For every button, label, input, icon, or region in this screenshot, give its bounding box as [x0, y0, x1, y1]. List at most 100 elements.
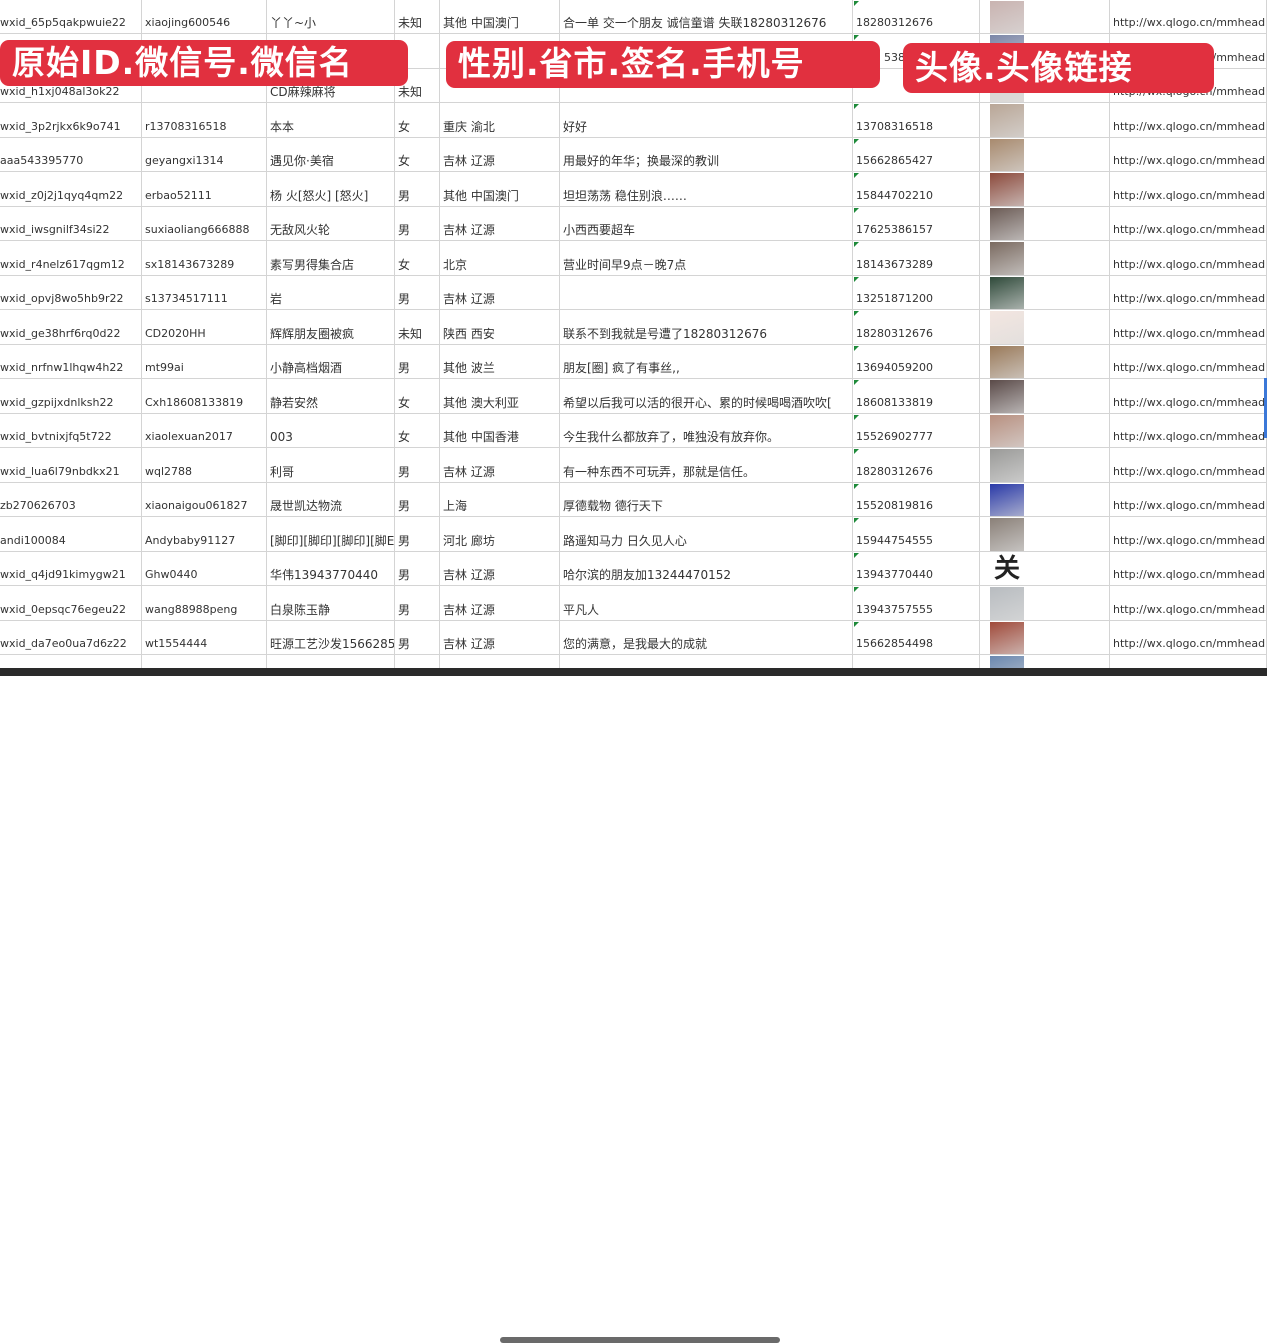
cell-wechat-id[interactable]: xiaonaigou061827 — [142, 482, 267, 516]
cell-wechat-name[interactable]: 小静高档烟酒 — [267, 344, 395, 378]
cell-wechat-id[interactable]: CD2020HH — [142, 310, 267, 344]
cell-avatar[interactable] — [980, 103, 1110, 137]
cell-phone[interactable]: 15526902777 — [853, 413, 980, 447]
cell-avatar[interactable]: 关 — [980, 551, 1110, 585]
cell-gender[interactable]: 男 — [395, 551, 440, 585]
cell-phone[interactable]: 18280312676 — [853, 0, 980, 33]
cell-gender[interactable]: 未知 — [395, 310, 440, 344]
cell-original-id[interactable]: wxid_z0j2j1qyq4qm22 — [0, 172, 142, 206]
cell-avatar-url[interactable]: http://wx.qlogo.cn/mmhead — [1110, 206, 1267, 240]
cell-wechat-id[interactable]: Andybaby91127 — [142, 517, 267, 551]
cell-wechat-id[interactable]: Cxh18608133819 — [142, 379, 267, 413]
cell-avatar[interactable] — [980, 379, 1110, 413]
cell-wechat-id[interactable]: wql2788 — [142, 448, 267, 482]
cell-avatar[interactable] — [980, 482, 1110, 516]
cell-wechat-name[interactable] — [267, 655, 395, 668]
cell-wechat-id[interactable] — [142, 655, 267, 668]
cell-wechat-id[interactable]: xiaojing600546 — [142, 0, 267, 33]
cell-avatar[interactable] — [980, 620, 1110, 654]
cell-avatar[interactable] — [980, 517, 1110, 551]
cell-signature[interactable]: 平凡人 — [560, 586, 853, 620]
cell-avatar-url[interactable]: http://wx.qlogo.cn/mmhead — [1110, 344, 1267, 378]
cell-avatar[interactable] — [980, 275, 1110, 309]
cell-phone[interactable]: 18608133819 — [853, 379, 980, 413]
horizontal-scrollbar[interactable] — [500, 1337, 780, 1343]
cell-gender[interactable]: 女 — [395, 103, 440, 137]
cell-signature[interactable] — [560, 655, 853, 668]
cell-original-id[interactable]: wxid_3p2rjkx6k9o741 — [0, 103, 142, 137]
cell-original-id[interactable]: zb270626703 — [0, 482, 142, 516]
cell-wechat-id[interactable]: s13734517111 — [142, 275, 267, 309]
cell-wechat-name[interactable]: [脚印][脚印][脚印][脚E — [267, 517, 395, 551]
cell-region[interactable]: 其他 波兰 — [440, 344, 560, 378]
cell-wechat-id[interactable]: Ghw0440 — [142, 551, 267, 585]
cell-phone[interactable]: 18280312676 — [853, 310, 980, 344]
cell-phone[interactable]: 13251871200 — [853, 275, 980, 309]
cell-avatar-url[interactable]: http://wx.qlogo.cn/mmhead — [1110, 103, 1267, 137]
cell-signature[interactable]: 哈尔滨的朋友加13244470152 — [560, 551, 853, 585]
cell-signature[interactable]: 路遥知马力 日久见人心 — [560, 517, 853, 551]
cell-wechat-name[interactable]: 岩 — [267, 275, 395, 309]
cell-gender[interactable]: 男 — [395, 172, 440, 206]
cell-avatar[interactable] — [980, 0, 1110, 33]
cell-avatar-url[interactable]: http://wx.qlogo.cn/mmhead — [1110, 448, 1267, 482]
cell-avatar-url[interactable]: http://wx.qlogo.cn/mmhead — [1110, 275, 1267, 309]
cell-wechat-id[interactable]: r13708316518 — [142, 103, 267, 137]
cell-original-id[interactable]: wxid_nrfnw1lhqw4h22 — [0, 344, 142, 378]
cell-wechat-name[interactable]: 无敌风火轮 — [267, 206, 395, 240]
cell-region[interactable]: 吉林 辽源 — [440, 448, 560, 482]
cell-original-id[interactable]: wxid_r4nelz617qgm12 — [0, 241, 142, 275]
cell-avatar[interactable] — [980, 413, 1110, 447]
cell-gender[interactable]: 男 — [395, 275, 440, 309]
cell-wechat-name[interactable]: 华伟13943770440 — [267, 551, 395, 585]
cell-wechat-name[interactable]: 杨 火[怒火] [怒火] — [267, 172, 395, 206]
cell-original-id[interactable]: wxid_iwsgnilf34si22 — [0, 206, 142, 240]
cell-signature[interactable]: 今生我什么都放弃了，唯独没有放弃你。 — [560, 413, 853, 447]
cell-phone[interactable]: 13943770440 — [853, 551, 980, 585]
cell-phone[interactable]: 17625386157 — [853, 206, 980, 240]
cell-wechat-name[interactable]: 静若安然 — [267, 379, 395, 413]
cell-phone[interactable] — [853, 655, 980, 668]
cell-avatar[interactable] — [980, 655, 1110, 668]
cell-avatar-url[interactable]: http://wx.qlogo.cn/mmhead — [1110, 172, 1267, 206]
cell-avatar[interactable] — [980, 586, 1110, 620]
cell-gender[interactable]: 女 — [395, 379, 440, 413]
cell-wechat-name[interactable]: 丫丫~小 — [267, 0, 395, 33]
cell-avatar[interactable] — [980, 344, 1110, 378]
cell-wechat-name[interactable]: 利哥 — [267, 448, 395, 482]
cell-phone[interactable]: 18280312676 — [853, 448, 980, 482]
cell-original-id[interactable]: wxid_gzpijxdnlksh22 — [0, 379, 142, 413]
cell-region[interactable]: 吉林 辽源 — [440, 275, 560, 309]
cell-phone[interactable]: 15662854498 — [853, 620, 980, 654]
cell-gender[interactable]: 女 — [395, 413, 440, 447]
cell-signature[interactable]: 您的满意，是我最大的成就 — [560, 620, 853, 654]
cell-original-id[interactable]: wxid_q4jd91kimygw21 — [0, 551, 142, 585]
cell-original-id[interactable]: wxid_0epsqc76egeu22 — [0, 586, 142, 620]
cell-region[interactable]: 吉林 辽源 — [440, 551, 560, 585]
cell-region[interactable]: 重庆 渝北 — [440, 103, 560, 137]
cell-wechat-name[interactable]: 旺源工艺沙发15662854 — [267, 620, 395, 654]
cell-signature[interactable]: 厚德载物 德行天下 — [560, 482, 853, 516]
cell-wechat-name[interactable]: 遇见你·美宿 — [267, 137, 395, 171]
cell-gender[interactable]: 男 — [395, 620, 440, 654]
cell-avatar-url[interactable] — [1110, 655, 1267, 668]
cell-gender[interactable] — [395, 34, 440, 68]
cell-original-id[interactable]: wxid_65p5qakpwuie22 — [0, 0, 142, 33]
cell-gender[interactable]: 男 — [395, 517, 440, 551]
cell-original-id[interactable]: wxid_opvj8wo5hb9r22 — [0, 275, 142, 309]
cell-avatar-url[interactable]: http://wx.qlogo.cn/mmhead — [1110, 310, 1267, 344]
cell-wechat-id[interactable]: xiaolexuan2017 — [142, 413, 267, 447]
cell-wechat-name[interactable]: 本本 — [267, 103, 395, 137]
cell-region[interactable]: 上海 — [440, 482, 560, 516]
cell-region[interactable]: 其他 澳大利亚 — [440, 379, 560, 413]
cell-wechat-name[interactable]: 晟世凯达物流 — [267, 482, 395, 516]
cell-original-id[interactable]: wxid_ge38hrf6rq0d22 — [0, 310, 142, 344]
cell-region[interactable]: 吉林 辽源 — [440, 586, 560, 620]
cell-phone[interactable]: 15662865427 — [853, 137, 980, 171]
cell-wechat-id[interactable]: erbao52111 — [142, 172, 267, 206]
cell-region[interactable]: 北京 — [440, 241, 560, 275]
cell-region[interactable] — [440, 655, 560, 668]
cell-gender[interactable]: 男 — [395, 482, 440, 516]
cell-signature[interactable]: 有一种东西不可玩弄，那就是信任。 — [560, 448, 853, 482]
cell-original-id[interactable]: wxid_da7eo0ua7d6z22 — [0, 620, 142, 654]
